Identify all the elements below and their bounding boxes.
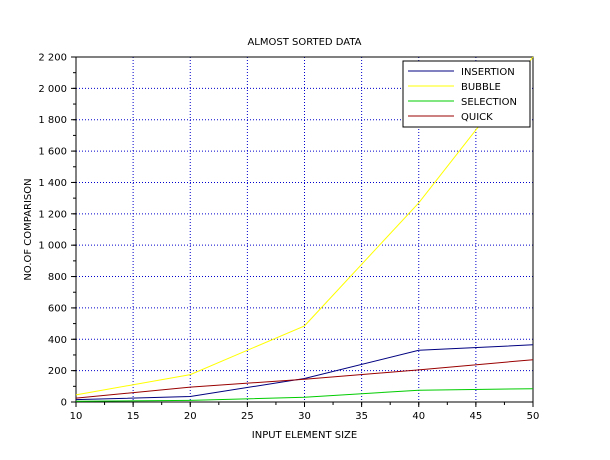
x-axis-label: INPUT ELEMENT SIZE — [252, 430, 357, 441]
y-tick-label: 1 200 — [38, 209, 67, 220]
series-line-insertion — [75, 344, 534, 401]
x-tick-label: 10 — [70, 411, 83, 422]
x-tick-label: 45 — [470, 411, 483, 422]
x-tick-label: 15 — [127, 411, 140, 422]
y-tick-label: 0 — [61, 398, 67, 409]
axis-ticks: 10 15 20 25 30 35 40 45 50 0 200 400 600 800 1 000 1 20… — [38, 53, 539, 423]
y-tick-label: 1 800 — [38, 115, 67, 126]
x-tick-label: 40 — [412, 411, 425, 422]
legend-label-selection: SELECTION — [461, 97, 517, 108]
x-tick-label: 25 — [241, 411, 254, 422]
legend-label-insertion: INSERTION — [461, 67, 515, 78]
y-tick-label: 800 — [48, 272, 67, 283]
x-tick-label: 35 — [355, 411, 368, 422]
series-lines — [75, 56, 534, 402]
y-axis-label: NO.OF COMPARISON — [23, 178, 34, 280]
y-tick-label: 1 600 — [38, 147, 67, 158]
legend-label-bubble: BUBBLE — [461, 82, 501, 93]
legend-label-quick: QUICK — [461, 112, 493, 123]
y-tick-label: 200 — [48, 366, 67, 377]
y-tick-label: 1 000 — [38, 241, 67, 252]
series-line-selection — [75, 388, 534, 402]
x-tick-label: 20 — [184, 411, 197, 422]
y-tick-label: 600 — [48, 303, 67, 314]
y-tick-label: 2 200 — [38, 53, 67, 64]
y-tick-label: 2 000 — [38, 84, 67, 95]
series-line-quick — [75, 359, 534, 399]
y-tick-label: 1 400 — [38, 178, 67, 189]
legend: INSERTION BUBBLE SELECTION QUICK — [402, 60, 531, 128]
x-tick-label: 30 — [298, 411, 311, 422]
series-line-bubble — [75, 56, 534, 396]
chart-title: ALMOST SORTED DATA — [247, 37, 361, 48]
x-tick-label: 50 — [527, 411, 540, 422]
y-tick-label: 400 — [48, 335, 67, 346]
